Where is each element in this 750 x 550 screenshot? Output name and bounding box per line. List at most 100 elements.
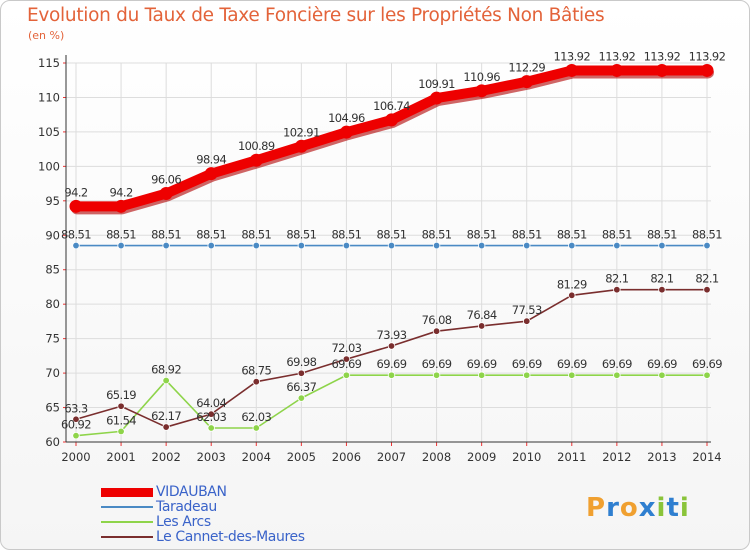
logo-letter: t [666,493,680,523]
data-label-les-arcs: 66.37 [286,380,316,394]
data-label-vidauban: 113.92 [553,49,590,63]
data-point-vidauban [520,75,534,89]
data-label-taradeau: 88.51 [61,228,91,242]
data-label-vidauban: 98.94 [196,153,226,167]
x-tick-label: 2007 [377,450,406,464]
data-label-les-arcs: 69.69 [647,357,677,371]
data-label-le-cannet-des-maures: 76.84 [467,308,497,322]
data-label-le-cannet-des-maures: 82.1 [605,272,628,286]
data-label-les-arcs: 69.69 [467,357,497,371]
data-label-le-cannet-des-maures: 76.08 [422,313,452,327]
x-tick-label: 2011 [557,450,586,464]
data-point-les-arcs [72,431,80,440]
data-point-les-arcs [252,424,260,432]
data-point-taradeau [613,241,621,250]
x-tick-label: 2006 [332,450,361,464]
data-point-les-arcs [117,427,125,436]
data-point-taradeau [207,241,215,250]
data-label-vidauban: 106.74 [373,99,410,113]
data-point-les-arcs [432,371,441,379]
data-label-les-arcs: 68.92 [151,363,181,377]
data-point-vidauban [655,63,669,77]
data-point-taradeau [477,241,486,250]
x-tick-label: 2008 [422,450,451,464]
data-label-le-cannet-des-maures: 69.98 [286,355,316,369]
logo-letter: x [638,493,657,523]
chart-title: Evolution du Taux de Taxe Foncière sur l… [27,5,605,26]
data-label-le-cannet-des-maures: 62.17 [151,409,181,423]
data-label-le-cannet-des-maures: 63.3 [64,401,87,415]
y-tick-label: 85 [45,263,60,277]
data-point-vidauban [339,125,353,139]
data-label-les-arcs: 69.69 [692,357,722,371]
y-tick-label: 110 [38,90,60,104]
data-label-taradeau: 88.51 [377,228,407,242]
legend-swatch-les-arcs [101,521,153,523]
data-point-taradeau [432,241,441,250]
data-label-le-cannet-des-maures: 65.19 [106,388,136,402]
data-point-le-cannet-des-maures [162,423,170,431]
data-point-les-arcs [162,376,170,385]
data-label-taradeau: 88.51 [286,228,316,242]
data-point-le-cannet-des-maures [342,355,351,363]
legend-label-le-cannet-des-maures: Le Cannet-des-Maures [156,529,305,545]
data-point-vidauban [385,113,398,127]
y-tick-label: 80 [45,297,60,311]
data-point-le-cannet-des-maures [297,369,306,377]
x-tick-label: 2012 [602,450,631,464]
data-label-les-arcs: 69.69 [331,357,361,371]
data-label-le-cannet-des-maures: 73.93 [377,328,407,342]
data-label-taradeau: 88.51 [196,228,226,242]
data-label-taradeau: 88.51 [692,228,722,242]
data-label-taradeau: 88.51 [241,228,271,242]
data-point-les-arcs [523,371,531,379]
data-point-taradeau [72,241,80,250]
data-label-vidauban: 94.2 [109,185,132,199]
data-point-vidauban [475,84,489,98]
data-point-les-arcs [342,371,351,379]
data-point-taradeau [162,241,170,250]
data-label-le-cannet-des-maures: 68.75 [241,364,271,378]
data-label-les-arcs: 69.69 [422,357,452,371]
data-label-les-arcs: 69.69 [557,357,587,371]
data-point-les-arcs [703,371,711,379]
data-label-taradeau: 88.51 [512,228,542,242]
data-point-taradeau [703,241,711,250]
data-point-taradeau [117,241,125,250]
data-label-vidauban: 112.29 [508,61,545,75]
data-label-le-cannet-des-maures: 77.53 [512,303,542,317]
data-point-vidauban [430,91,444,105]
data-label-vidauban: 113.92 [689,49,726,63]
data-point-le-cannet-des-maures [387,342,396,350]
data-label-les-arcs: 62.03 [196,410,226,424]
legend-swatch-le-cannet-des-maures [101,536,153,538]
legend-swatch-taradeau [101,506,153,508]
data-point-les-arcs [658,371,666,379]
legend-label-vidauban: VIDAUBAN [156,484,227,500]
data-point-vidauban [294,139,308,153]
x-tick-label: 2009 [467,450,496,464]
data-point-vidauban [204,167,218,181]
data-point-le-cannet-des-maures [72,415,80,423]
data-label-taradeau: 88.51 [106,228,136,242]
data-label-taradeau: 88.51 [422,228,452,242]
data-label-vidauban: 113.92 [599,49,636,63]
x-tick-label: 2002 [152,450,181,464]
logo-letter: o [619,493,639,523]
data-label-le-cannet-des-maures: 82.1 [650,272,673,286]
y-tick-label: 90 [45,228,60,242]
data-point-le-cannet-des-maures [568,291,576,299]
x-tick-label: 2001 [106,450,135,464]
x-tick-label: 2004 [242,450,271,464]
data-label-le-cannet-des-maures: 72.03 [331,341,361,355]
legend-label-les-arcs: Les Arcs [156,514,211,530]
data-label-taradeau: 88.51 [647,228,677,242]
legend-swatch-vidauban [101,488,153,497]
y-tick-label: 95 [45,194,60,208]
y-tick-label: 65 [45,401,60,415]
data-point-les-arcs [387,371,396,379]
data-point-le-cannet-des-maures [252,378,260,386]
data-point-le-cannet-des-maures [477,322,486,330]
data-point-taradeau [387,241,396,250]
